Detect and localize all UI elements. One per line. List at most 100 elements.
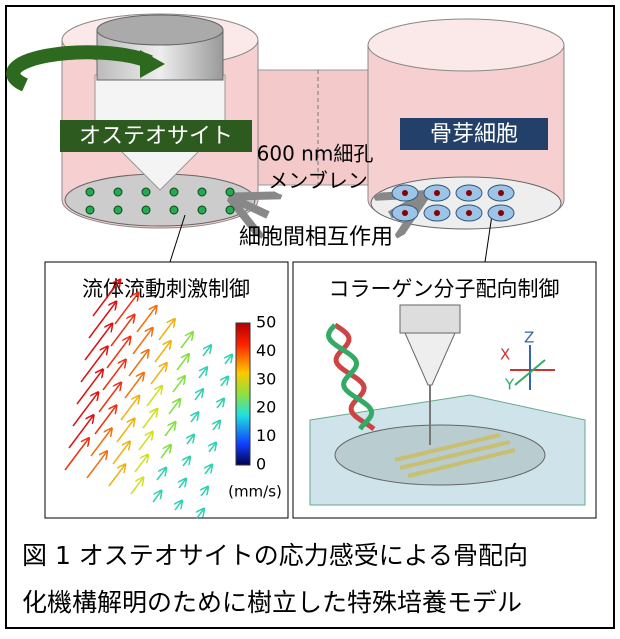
panel-title: コラーゲン分子配向制御	[329, 277, 560, 301]
vector	[72, 393, 98, 427]
vector	[106, 337, 130, 369]
nucleus	[402, 210, 408, 216]
vector	[217, 399, 224, 409]
vector	[112, 442, 130, 465]
axis-label: X	[500, 346, 510, 364]
colorbar-tick: 40	[256, 341, 276, 360]
vector	[120, 396, 139, 421]
vector	[225, 355, 232, 365]
osteocyte	[169, 205, 179, 215]
vector	[202, 346, 211, 357]
membrane-label: メンブレン	[268, 169, 367, 193]
vector	[198, 368, 207, 379]
caption: 化機構解明のために樹立した特殊培養モデル	[22, 588, 522, 617]
vector	[152, 491, 161, 503]
vector	[102, 360, 125, 391]
vector	[213, 421, 220, 431]
vector	[158, 319, 174, 341]
vector	[94, 406, 116, 435]
osteocyte	[225, 187, 235, 197]
vector	[80, 347, 107, 383]
vector	[68, 416, 93, 449]
vector	[136, 306, 156, 333]
membrane-label: 600 nm細孔	[257, 142, 374, 166]
osteocyte	[197, 205, 207, 215]
colorbar-tick: 30	[256, 369, 276, 388]
interaction-label: 細胞間相互作用	[239, 225, 393, 250]
unit: (mm/s)	[228, 483, 282, 501]
nucleus	[498, 210, 504, 216]
osteocyte	[141, 205, 151, 215]
nucleus	[434, 190, 440, 196]
vector	[92, 280, 120, 317]
colorbar-tick: 50	[256, 313, 276, 332]
label-box	[60, 120, 252, 152]
colorbar-tick: 20	[256, 398, 276, 417]
vector	[64, 439, 89, 471]
osteocyte	[113, 187, 123, 197]
osteocyte	[85, 205, 95, 215]
pointer	[484, 214, 493, 263]
axis-label: Z	[524, 329, 534, 347]
vector	[164, 422, 175, 437]
left-dish	[6, 13, 259, 229]
vector	[108, 465, 125, 487]
vector	[124, 373, 144, 399]
osteocyte	[141, 187, 151, 197]
colorbar	[235, 322, 251, 466]
vector	[197, 509, 204, 519]
vector	[175, 501, 182, 511]
vector	[76, 370, 103, 405]
osteocyte	[113, 205, 123, 215]
vector	[221, 377, 228, 387]
colorbar-tick: 0	[256, 455, 266, 474]
osteocyte	[169, 187, 179, 197]
vector	[114, 293, 138, 325]
vector	[146, 386, 162, 407]
vector	[150, 363, 166, 385]
vector	[130, 478, 143, 495]
panel-title: 流体流動刺激制御	[82, 277, 250, 301]
arrow	[236, 200, 268, 215]
vector	[201, 487, 208, 497]
vector	[172, 377, 185, 393]
vector	[88, 302, 116, 339]
vector	[86, 452, 107, 479]
vector	[138, 432, 152, 451]
vector	[194, 390, 203, 401]
vector	[176, 355, 189, 371]
caption: 図 1 オステオサイトの応力感受による骨配向	[22, 541, 528, 570]
nucleus	[466, 210, 472, 216]
osteocyte	[197, 187, 207, 197]
vector	[156, 468, 166, 481]
vector	[191, 413, 198, 423]
vector	[187, 435, 194, 445]
vector	[142, 409, 157, 429]
label: オステオサイト	[79, 124, 233, 149]
vector	[98, 383, 121, 413]
tube	[244, 69, 386, 186]
vector	[90, 429, 111, 457]
vector	[209, 443, 216, 453]
osteocyte	[85, 187, 95, 197]
vector	[205, 465, 212, 475]
label: 骨芽細胞	[430, 122, 518, 147]
nucleus	[466, 190, 472, 196]
vector	[110, 315, 134, 347]
label-box	[400, 118, 548, 150]
dna-strand	[325, 323, 375, 431]
colorbar-tick: 10	[256, 426, 276, 445]
vector	[116, 419, 134, 443]
nucleus	[402, 190, 408, 196]
vector	[154, 341, 170, 363]
printer	[309, 304, 586, 506]
vector	[134, 455, 148, 473]
osteocyte	[225, 205, 235, 215]
vector	[84, 324, 112, 361]
axis-label: Y	[504, 376, 515, 394]
vector	[160, 445, 171, 459]
vector	[183, 457, 190, 467]
vector	[128, 350, 148, 377]
pointer	[169, 214, 186, 263]
